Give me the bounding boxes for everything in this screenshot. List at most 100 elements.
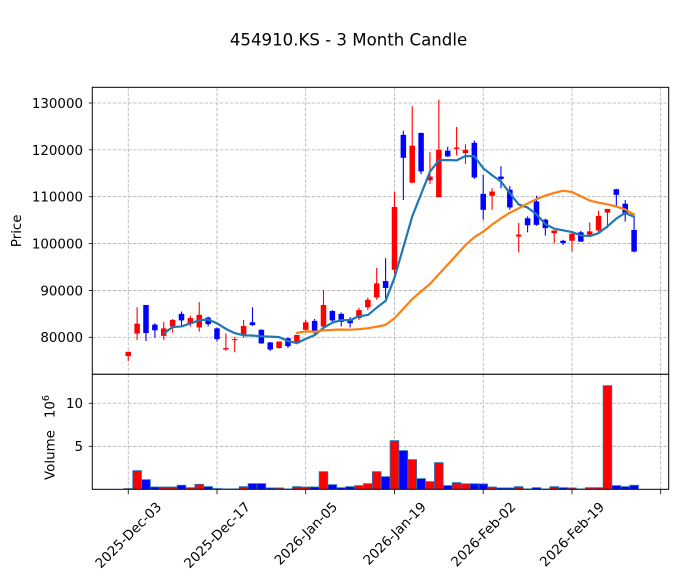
date-x-axis: 2025-Dec-03 2025-Dec-17 2026-Jan-05 2026-Ja… <box>93 489 662 572</box>
candle-body <box>276 341 282 349</box>
moving-average-lines <box>162 154 636 345</box>
volume-bar <box>629 484 639 490</box>
volume-bar <box>363 483 373 490</box>
volume-bar <box>203 486 213 490</box>
volume-bar <box>434 462 444 490</box>
volume-bar <box>247 483 258 490</box>
volume-bar <box>194 483 204 490</box>
candle-body <box>498 176 504 179</box>
candle-body <box>267 342 273 350</box>
y-tick-label: 120000 <box>32 144 83 159</box>
candle-body <box>427 176 433 181</box>
volume-bar <box>460 483 471 490</box>
candle-body <box>515 234 522 237</box>
candle-body <box>444 150 451 157</box>
volume-bar <box>389 440 400 490</box>
candle-body <box>462 149 469 154</box>
candle-body <box>365 299 371 308</box>
candle-body <box>311 320 318 331</box>
candle-body <box>436 149 442 198</box>
price-y-axis: 80000 90000 100000 110000 120000 130000 <box>32 97 93 346</box>
volume-bar <box>141 479 151 490</box>
candle-body <box>489 191 495 196</box>
volume-bar <box>176 484 187 490</box>
volume-bar <box>407 459 417 490</box>
candle-body <box>231 339 238 341</box>
candle-body <box>382 281 389 289</box>
candle-body <box>560 240 566 244</box>
candle-body <box>480 193 486 210</box>
candle-body <box>143 304 149 334</box>
volume-scale-base: 10 <box>44 401 59 418</box>
candle-body <box>294 334 300 344</box>
volume-tick-label: 5 <box>74 440 83 455</box>
y-tick-label: 100000 <box>32 237 83 252</box>
candle-body <box>418 132 424 172</box>
volume-bar <box>256 483 267 490</box>
candle-body <box>471 142 478 178</box>
volume-bar <box>531 487 542 490</box>
candle-body <box>595 215 602 231</box>
candle-body <box>240 326 247 335</box>
candle-body <box>507 189 513 208</box>
price-axis-label: Price <box>10 214 25 247</box>
moving-average-5-line <box>162 154 636 345</box>
candle-body <box>569 233 575 241</box>
chart-title: 454910.KS - 3 Month Candle <box>230 31 467 50</box>
price-panel-background <box>92 87 669 375</box>
x-tick-label: 2026-Feb-02 <box>449 500 519 570</box>
volume-bar <box>425 481 435 490</box>
y-tick-label: 130000 <box>32 97 83 112</box>
y-tick-label: 90000 <box>40 284 83 299</box>
x-tick-label: 2026-Feb-19 <box>538 500 608 570</box>
candle-body <box>578 232 584 242</box>
candle-body <box>169 319 176 327</box>
volume-bar <box>451 482 462 490</box>
candle-body <box>453 147 460 149</box>
volume-bar <box>354 485 364 490</box>
candle-body <box>400 134 407 158</box>
volume-y-axis: 5 10 <box>66 397 93 455</box>
volume-grid <box>92 374 669 490</box>
volume-bar <box>602 385 613 490</box>
volume-bar <box>327 484 338 490</box>
volume-panel-background <box>92 374 669 490</box>
volume-bar <box>513 486 524 490</box>
candle-body <box>613 189 620 195</box>
candle-body <box>409 145 415 183</box>
x-tick-label: 2025-Dec-03 <box>93 500 165 572</box>
volume-bars <box>123 385 639 490</box>
volume-bar <box>469 483 480 490</box>
volume-axis-label-text: Volume <box>44 430 59 480</box>
volume-scale-exponent: 6 <box>41 395 52 401</box>
candle-body <box>178 313 185 321</box>
volume-bar <box>371 471 382 490</box>
candle-body <box>249 322 256 326</box>
candle-body <box>302 322 309 330</box>
candle-body <box>205 317 211 325</box>
candle-body <box>214 328 220 340</box>
volume-bar <box>442 485 453 490</box>
x-tick-label: 2026-Jan-05 <box>272 500 341 569</box>
volume-tick-label: 10 <box>66 397 83 412</box>
candle-body <box>329 311 336 321</box>
x-tick-label: 2026-Jan-19 <box>361 500 430 569</box>
candle-body <box>604 208 611 213</box>
volume-panel-frame <box>91 373 670 490</box>
y-tick-label: 110000 <box>32 191 83 206</box>
candle-body <box>320 304 327 327</box>
candle-body <box>152 324 158 331</box>
candle-body <box>134 323 140 334</box>
volume-panel: 510 Volume106 <box>41 373 670 490</box>
candle-body <box>223 348 229 350</box>
moving-average-20-line <box>295 189 636 334</box>
candle-body <box>524 218 531 226</box>
volume-bar <box>416 478 426 490</box>
candle-body <box>391 207 398 270</box>
volume-bar <box>398 450 409 490</box>
price-panel: 80000 90000 100000 110000 120000 130000 Price <box>10 86 670 375</box>
candle-body <box>631 229 637 252</box>
volume-bar <box>611 485 622 490</box>
volume-bar <box>380 476 391 490</box>
